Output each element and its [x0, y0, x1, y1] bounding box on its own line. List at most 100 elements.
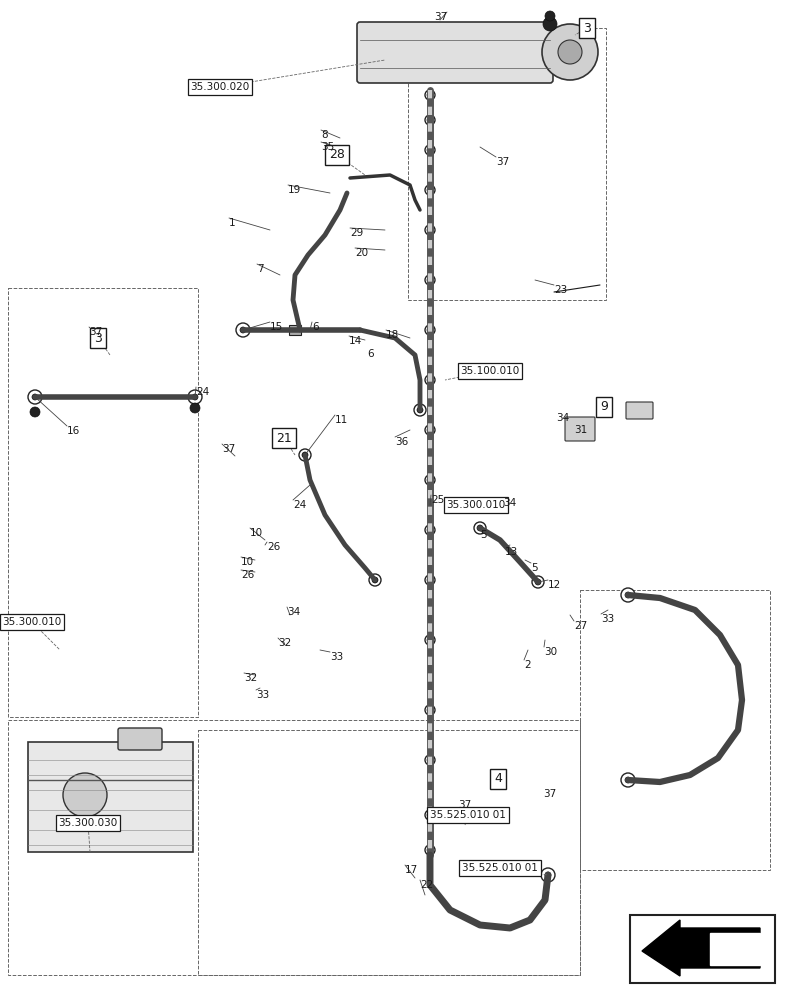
Text: 4: 4 [494, 772, 502, 786]
Text: 35.525.010 01: 35.525.010 01 [430, 810, 506, 820]
Circle shape [427, 227, 433, 233]
Circle shape [299, 449, 311, 461]
Circle shape [427, 527, 433, 533]
Circle shape [32, 394, 38, 400]
Text: 24: 24 [196, 387, 209, 397]
Text: 19: 19 [288, 185, 301, 195]
Circle shape [427, 187, 433, 193]
Text: 6: 6 [367, 349, 373, 359]
Text: 23: 23 [554, 285, 568, 295]
Circle shape [427, 147, 433, 153]
Bar [289, 325, 301, 335]
Circle shape [542, 24, 598, 80]
Circle shape [427, 812, 433, 818]
Text: 33: 33 [256, 690, 269, 700]
Circle shape [558, 40, 582, 64]
Bar [8, 720, 580, 975]
Text: 14: 14 [349, 336, 362, 346]
Circle shape [477, 525, 483, 531]
Text: 33: 33 [601, 614, 615, 624]
Text: 34: 34 [556, 413, 569, 423]
Circle shape [545, 872, 551, 878]
Circle shape [425, 425, 435, 435]
Text: 13: 13 [505, 547, 518, 557]
Text: 6: 6 [312, 322, 318, 332]
Bar [28, 742, 193, 852]
Text: 35.100.010: 35.100.010 [460, 366, 520, 376]
Text: 35.300.020: 35.300.020 [190, 82, 250, 92]
Circle shape [425, 475, 435, 485]
Text: 35: 35 [321, 142, 334, 152]
Text: 20: 20 [355, 248, 368, 258]
Text: 37: 37 [543, 789, 556, 799]
Text: 26: 26 [267, 542, 280, 552]
Circle shape [427, 847, 433, 853]
Circle shape [543, 17, 557, 31]
Circle shape [427, 477, 433, 483]
Circle shape [427, 117, 433, 123]
Circle shape [302, 452, 308, 458]
Text: 21: 21 [276, 432, 292, 444]
Text: 33: 33 [330, 652, 343, 662]
Circle shape [30, 407, 40, 417]
Text: 34: 34 [287, 607, 300, 617]
Circle shape [190, 403, 200, 413]
Text: 37: 37 [222, 444, 236, 454]
Bar [580, 590, 770, 870]
Circle shape [425, 225, 435, 235]
Polygon shape [710, 933, 760, 965]
Circle shape [425, 525, 435, 535]
Text: 35.525.010 01: 35.525.010 01 [462, 863, 538, 873]
Circle shape [425, 375, 435, 385]
Circle shape [425, 705, 435, 715]
Text: 2: 2 [524, 660, 531, 670]
Text: 34: 34 [503, 498, 517, 508]
Circle shape [425, 185, 435, 195]
Text: 9: 9 [600, 400, 608, 414]
Circle shape [427, 377, 433, 383]
Bar [8, 288, 198, 717]
Text: 5: 5 [480, 530, 486, 540]
Circle shape [425, 755, 435, 765]
Text: 32: 32 [244, 673, 257, 683]
Circle shape [425, 115, 435, 125]
Text: 16: 16 [67, 426, 80, 436]
Circle shape [427, 277, 433, 283]
Text: 26: 26 [241, 570, 254, 580]
Circle shape [425, 810, 435, 820]
Circle shape [474, 522, 486, 534]
FancyBboxPatch shape [565, 417, 595, 441]
Circle shape [427, 92, 433, 98]
Circle shape [621, 773, 635, 787]
Circle shape [417, 407, 423, 413]
Text: 31: 31 [574, 425, 587, 435]
Circle shape [621, 588, 635, 602]
Text: 27: 27 [574, 621, 587, 631]
Circle shape [427, 637, 433, 643]
Text: 29: 29 [350, 228, 363, 238]
Text: 3: 3 [94, 332, 102, 344]
Text: 35.300.030: 35.300.030 [58, 818, 118, 828]
Circle shape [625, 777, 631, 783]
Bar [630, 915, 775, 983]
Text: 25: 25 [431, 495, 444, 505]
Circle shape [240, 327, 246, 333]
Circle shape [188, 390, 202, 404]
Text: 11: 11 [335, 415, 349, 425]
Circle shape [545, 11, 555, 21]
Circle shape [425, 845, 435, 855]
Text: 24: 24 [293, 500, 306, 510]
Text: 36: 36 [395, 437, 408, 447]
Circle shape [427, 427, 433, 433]
Circle shape [414, 404, 426, 416]
Text: 37: 37 [458, 800, 471, 810]
Text: 35.300.010: 35.300.010 [2, 617, 61, 627]
Circle shape [28, 390, 42, 404]
FancyBboxPatch shape [626, 402, 653, 419]
Text: 28: 28 [329, 148, 345, 161]
Circle shape [625, 592, 631, 598]
Circle shape [425, 145, 435, 155]
Circle shape [425, 90, 435, 100]
Text: 10: 10 [250, 528, 263, 538]
Text: 35.300.010: 35.300.010 [447, 500, 505, 510]
